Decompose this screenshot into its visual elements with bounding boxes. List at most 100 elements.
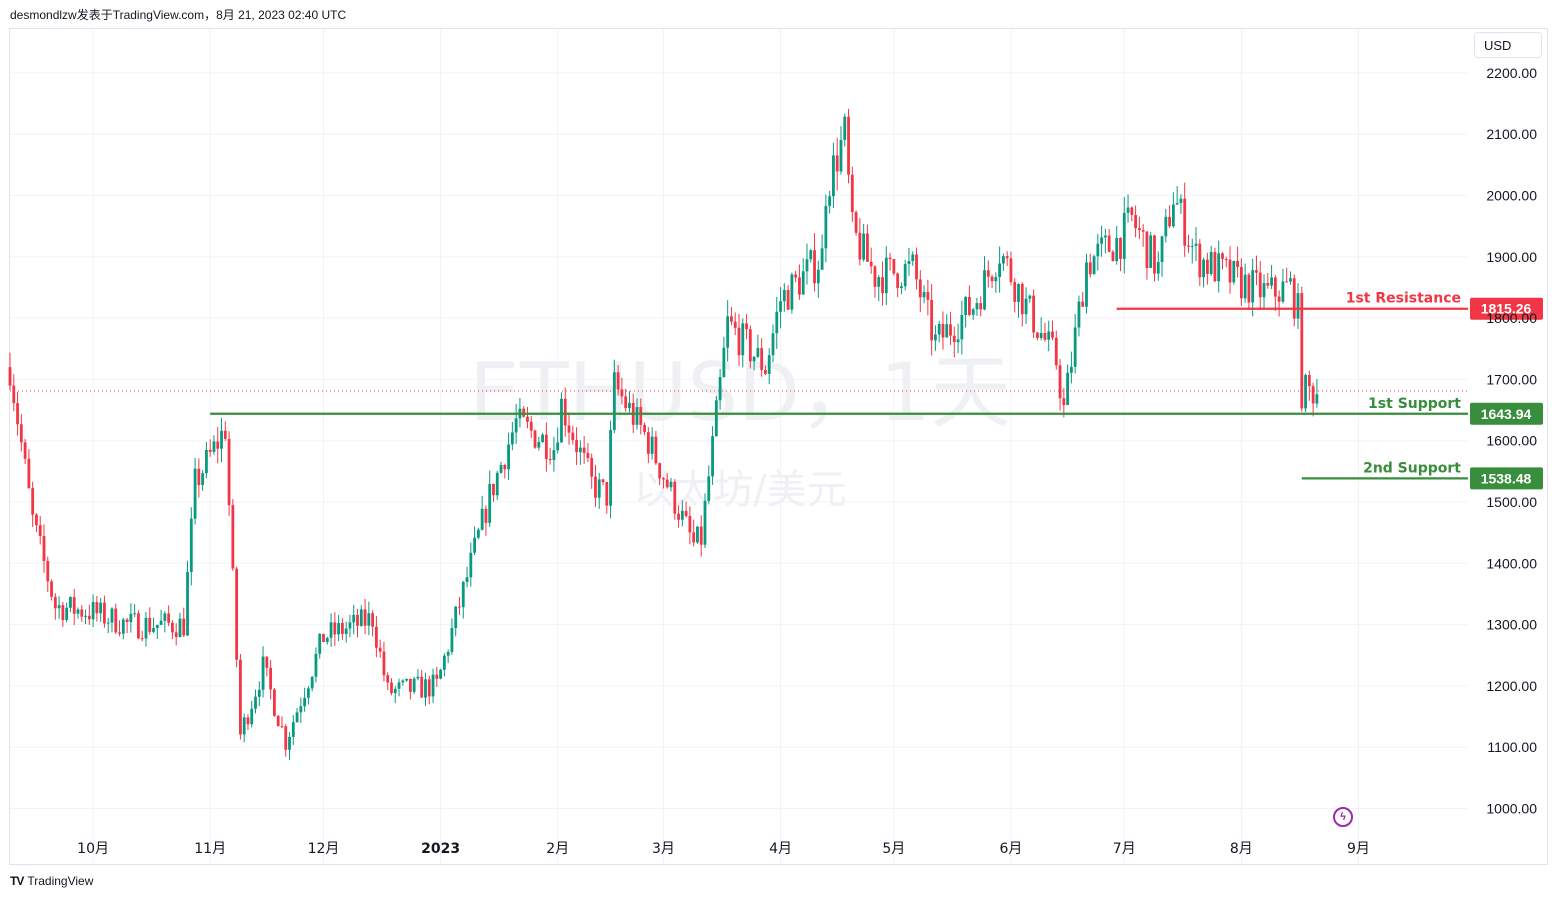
candle xyxy=(658,462,662,486)
candle xyxy=(1100,225,1104,257)
candle xyxy=(680,500,684,527)
candle-body xyxy=(835,155,839,172)
candle-body xyxy=(688,516,692,533)
candle xyxy=(903,259,907,291)
candle-body xyxy=(1307,375,1311,387)
candle xyxy=(756,334,760,359)
candle-body xyxy=(1228,259,1232,283)
candle xyxy=(1153,234,1156,282)
candle-body xyxy=(458,606,461,608)
candle xyxy=(61,601,65,627)
candle-body xyxy=(265,656,269,668)
candle xyxy=(952,326,956,358)
candle-body xyxy=(964,297,968,316)
flash-icon[interactable]: ϟ xyxy=(1333,807,1353,827)
candle-body xyxy=(767,355,771,374)
candle-body xyxy=(333,622,337,635)
candle xyxy=(1001,253,1005,271)
candle-body xyxy=(344,628,348,634)
candle-body xyxy=(50,581,53,597)
candle-body xyxy=(439,669,442,679)
candle-body xyxy=(205,449,208,474)
candle xyxy=(522,406,526,418)
candle xyxy=(65,602,69,623)
candle-body xyxy=(8,367,12,386)
candle-body xyxy=(159,620,163,625)
candle xyxy=(442,653,446,677)
candle-body xyxy=(809,250,813,260)
candle-body xyxy=(756,348,760,357)
candle xyxy=(435,666,439,687)
candle-body xyxy=(1285,281,1289,283)
candle-body xyxy=(99,602,103,614)
candle-body xyxy=(1024,298,1028,315)
candle xyxy=(718,369,722,410)
candle-body xyxy=(605,482,609,506)
tradingview-branding[interactable]: TV TradingView xyxy=(10,874,93,888)
currency-button[interactable]: USD xyxy=(1474,32,1542,58)
candle-body xyxy=(144,617,148,639)
candle xyxy=(801,258,805,295)
time-axis: 10月 11月 12月 2023 2月 3月 4月 5月 6月 7月 8月 9月 xyxy=(77,841,1370,857)
candle xyxy=(1111,249,1115,262)
candle xyxy=(386,672,390,691)
candle-body xyxy=(201,473,205,486)
candle xyxy=(254,689,257,714)
candle-body xyxy=(1035,332,1039,338)
candle xyxy=(178,612,182,638)
candle-body xyxy=(612,372,616,430)
candle-body xyxy=(72,597,76,614)
candle xyxy=(669,477,673,492)
candle-body xyxy=(949,324,952,336)
y-tick-label: 1900.00 xyxy=(1486,249,1537,265)
candle-body xyxy=(163,613,167,621)
candle xyxy=(303,687,307,712)
candle xyxy=(541,432,544,443)
candle xyxy=(450,618,454,655)
candle xyxy=(824,194,828,263)
candle xyxy=(1149,231,1153,269)
candle xyxy=(752,356,756,371)
candle-body xyxy=(760,348,764,371)
candle-body xyxy=(378,647,382,652)
candle xyxy=(242,713,246,743)
candle xyxy=(106,617,110,634)
candle-body xyxy=(918,279,922,298)
candle xyxy=(571,425,575,445)
candle xyxy=(688,506,692,545)
candle xyxy=(1051,320,1054,341)
candle xyxy=(643,422,646,436)
candle-body xyxy=(208,449,212,452)
candle-body xyxy=(310,676,314,689)
candle xyxy=(1119,237,1122,272)
candle xyxy=(144,612,148,647)
candle xyxy=(12,374,16,412)
candle-body xyxy=(971,309,975,315)
chart-frame xyxy=(9,28,1548,865)
candle xyxy=(726,300,730,362)
candle xyxy=(767,348,771,385)
candle-body xyxy=(714,400,718,437)
candle-body xyxy=(340,622,344,634)
candle xyxy=(529,416,533,438)
candle-body xyxy=(405,678,409,681)
candle xyxy=(484,505,488,536)
candle xyxy=(1273,275,1277,311)
candle xyxy=(979,296,983,317)
candle xyxy=(1300,286,1304,412)
candle xyxy=(480,496,484,531)
candle-body xyxy=(1262,283,1266,298)
candle-body xyxy=(65,607,69,621)
candle xyxy=(798,264,801,300)
support-price-tag xyxy=(1470,467,1543,490)
x-tick-label: 10月 xyxy=(77,841,109,857)
candle xyxy=(322,633,325,643)
candle-body xyxy=(639,406,643,425)
candle-body xyxy=(31,488,35,515)
candle xyxy=(1243,263,1247,303)
candle xyxy=(1047,320,1051,352)
candle-body xyxy=(35,514,38,526)
candle-body xyxy=(223,430,227,439)
candle-body xyxy=(1137,228,1141,231)
